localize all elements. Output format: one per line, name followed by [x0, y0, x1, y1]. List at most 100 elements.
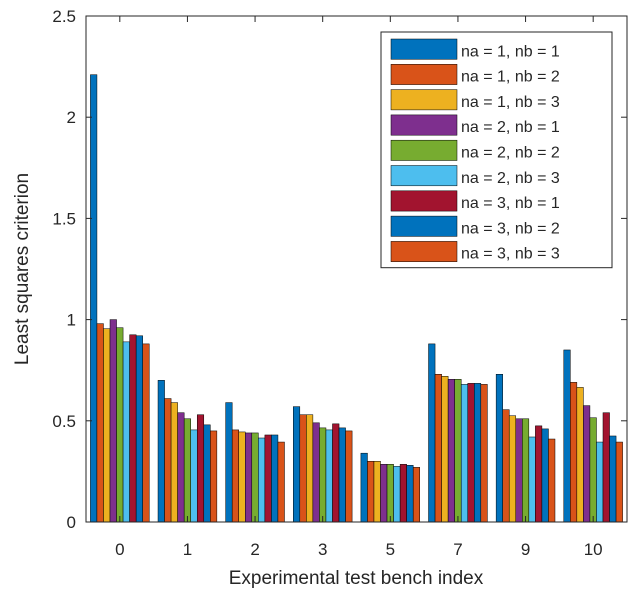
bar-0-series-4: [109, 319, 117, 523]
bar-2-series-7: [264, 434, 272, 523]
bar-7-series-3: [441, 376, 449, 523]
bar-7-series-5: [454, 379, 462, 523]
x-tick-label: 2: [250, 540, 259, 559]
y-tick-label: 0.5: [52, 412, 76, 431]
legend-swatch-2: [390, 64, 458, 85]
bar-2-series-3: [238, 431, 246, 523]
bar-5-series-2: [367, 461, 375, 523]
bar-5-series-4: [380, 464, 388, 523]
bar-7-series-8: [474, 383, 482, 523]
axes-layer: 0 0.5 1 1.5 2 2.5 0 1 2 3 5 7 9 10: [52, 7, 628, 559]
bar-10-series-7: [602, 412, 610, 523]
bar-3-series-9: [345, 430, 353, 523]
bar-0-series-6: [122, 341, 130, 523]
bar-3-series-1: [293, 406, 301, 523]
legend-swatch-9: [390, 241, 458, 262]
bar-5-series-3: [373, 461, 381, 523]
x-tick-label: 0: [115, 540, 124, 559]
legend-label-2: na = 1, nb = 2: [461, 69, 560, 86]
y-axis-label: Least squares criterion: [12, 173, 33, 365]
bar-9-series-6: [528, 436, 536, 523]
bar-10-series-9: [615, 441, 623, 523]
legend-label-8: na = 3, nb = 2: [461, 220, 560, 237]
bar-10-series-4: [583, 405, 591, 523]
bar-2-series-4: [245, 432, 253, 523]
bar-2-series-9: [277, 441, 285, 523]
bar-0-series-3: [103, 328, 111, 523]
bar-1-series-5: [183, 418, 191, 523]
bar-5-series-7: [399, 464, 407, 523]
bar-1-series-3: [170, 402, 178, 523]
x-tick-label: 9: [521, 540, 530, 559]
x-tick-label: 7: [453, 540, 462, 559]
legend-swatch-4: [390, 114, 458, 136]
bar-9-series-7: [535, 425, 543, 523]
y-tick-label: 2.5: [52, 7, 76, 26]
legend-swatch-8: [390, 215, 458, 237]
y-tick-label: 1: [67, 311, 76, 330]
bar-9-series-8: [541, 428, 549, 523]
bar-10-series-5: [589, 417, 597, 523]
bar-0-series-9: [142, 343, 150, 523]
bar-3-series-7: [332, 423, 340, 523]
bar-9-series-2: [502, 409, 510, 523]
legend-label-7: na = 3, nb = 1: [461, 195, 560, 212]
bar-10-series-8: [609, 435, 617, 523]
x-tick-label: 3: [318, 540, 327, 559]
bar-10-series-2: [570, 382, 578, 523]
bar-3-series-2: [299, 414, 307, 523]
x-axis-label: Experimental test bench index: [229, 568, 484, 589]
bar-7-series-4: [447, 379, 455, 523]
bar-9-series-5: [522, 418, 530, 523]
bar-3-series-8: [338, 427, 346, 523]
legend-label-1: na = 1, nb = 1: [461, 43, 560, 60]
bar-0-series-7: [129, 334, 137, 523]
bar-2-series-5: [251, 432, 259, 523]
bar-2-series-2: [231, 429, 239, 523]
y-tick-label: 1.5: [52, 209, 76, 228]
bar-1-series-6: [190, 429, 198, 523]
bar-1-series-7: [196, 414, 205, 523]
bar-0-series-8: [135, 335, 143, 523]
bar-10-series-3: [576, 387, 584, 523]
axes-box: [85, 15, 628, 523]
bar-5-series-6: [393, 466, 401, 523]
bar-1-series-4: [177, 412, 185, 523]
x-tick-label: 5: [386, 540, 395, 559]
legend-label-6: na = 2, nb = 3: [461, 170, 560, 187]
bar-7-series-9: [480, 384, 488, 523]
legend-label-3: na = 1, nb = 3: [461, 94, 560, 111]
y-tick-label: 0: [67, 513, 76, 532]
bar-5-series-5: [386, 464, 394, 523]
bar-1-series-2: [164, 398, 172, 523]
bar-2-series-6: [258, 437, 266, 523]
legend-swatch-5: [390, 139, 458, 161]
bar-2-series-8: [271, 434, 279, 523]
bar-1-series-1: [157, 380, 165, 523]
x-tick-label: 1: [183, 540, 192, 559]
bar-3-series-6: [325, 429, 333, 523]
bar-9-series-4: [515, 418, 523, 523]
bar-7-series-6: [460, 384, 468, 523]
bar-3-series-5: [319, 427, 327, 523]
bar-1-series-8: [203, 424, 211, 523]
bar-0-series-5: [116, 327, 124, 523]
bar-9-series-1: [495, 374, 503, 523]
legend: na = 1, nb = 1 na = 1, nb = 2 na = 1, nb =…: [380, 31, 613, 269]
legend-swatch-1: [390, 38, 458, 60]
bar-10-series-1: [563, 349, 571, 523]
x-tick-label: 10: [584, 540, 603, 559]
bar-5-series-9: [412, 467, 420, 523]
bar-3-series-4: [312, 422, 320, 523]
legend-label-5: na = 2, nb = 2: [461, 145, 560, 162]
y-tick-label: 2: [67, 108, 76, 127]
legend-swatch-3: [390, 89, 458, 111]
legend-swatch-7: [390, 190, 458, 212]
bar-7-series-2: [434, 374, 442, 523]
bar-0-series-1: [90, 74, 98, 523]
bar-0-series-2: [96, 323, 104, 523]
bar-1-series-9: [210, 430, 218, 523]
bar-2-series-1: [225, 402, 233, 523]
legend-swatch-6: [390, 165, 458, 187]
